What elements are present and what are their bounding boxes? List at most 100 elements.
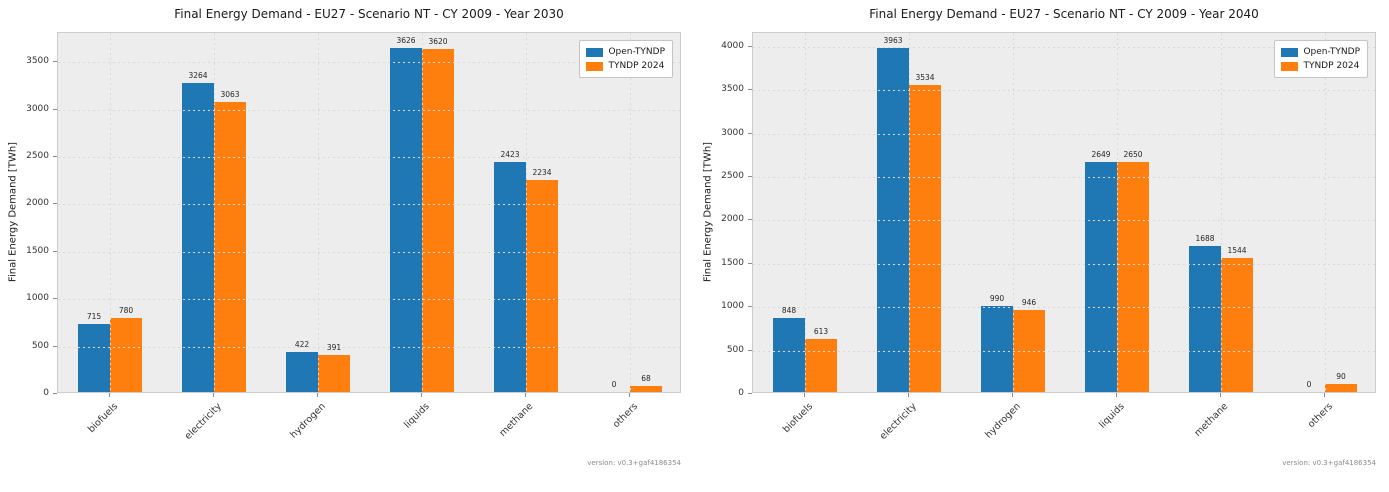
h-gridline — [58, 346, 680, 348]
x-tick-label: electricity — [877, 401, 919, 443]
legend-entry: TYNDP 2024 — [586, 59, 665, 73]
x-tick-label: methane — [1192, 401, 1231, 439]
bar-electricity-open-tyndp — [877, 48, 909, 392]
x-tick-label: hydrogen — [288, 401, 328, 441]
bar-value-label: 780 — [118, 306, 134, 316]
bar-value-label: 1544 — [1227, 246, 1247, 256]
y-tick-label: 2000 — [721, 214, 744, 225]
legend-swatch-icon — [1281, 47, 1299, 57]
y-tick-mark — [748, 176, 752, 178]
x-tick-mark — [1220, 393, 1221, 397]
bar-value-label: 391 — [326, 342, 342, 352]
bar-value-label: 2234 — [532, 168, 552, 178]
x-tick-label: others — [610, 401, 640, 431]
y-tick-mark — [748, 219, 752, 221]
v-gridline — [1325, 33, 1326, 392]
version-label: version: v0.3+gaf4186354 — [587, 459, 681, 467]
bar-value-label: 90 — [1336, 372, 1346, 382]
legend-swatch-icon — [1281, 61, 1299, 71]
x-tick-label: biofuels — [780, 401, 815, 436]
bar-value-label: 715 — [86, 312, 102, 322]
y-tick-mark — [53, 345, 57, 347]
bar-value-label: 422 — [294, 339, 310, 349]
y-tick-label: 3500 — [721, 84, 744, 95]
bar-electricity-tyndp-2024 — [909, 85, 941, 392]
y-tick-label: 2500 — [26, 150, 49, 161]
y-axis-label: Final Energy Demand [TWh] — [7, 141, 19, 283]
bar-hydrogen-open-tyndp — [286, 351, 318, 392]
bar-electricity-tyndp-2024 — [214, 101, 246, 392]
bar-methane-open-tyndp — [1189, 245, 1221, 392]
y-tick-label: 4000 — [721, 40, 744, 51]
bar-hydrogen-tyndp-2024 — [1013, 309, 1045, 392]
y-tick-label: 3000 — [721, 127, 744, 138]
y-tick-mark — [748, 262, 752, 264]
y-tick-mark — [53, 203, 57, 205]
y-tick-label: 1500 — [721, 257, 744, 268]
x-tick-label: others — [1305, 401, 1335, 431]
bar-value-label: 3063 — [220, 89, 240, 99]
x-tick-label: biofuels — [85, 401, 120, 436]
bar-hydrogen-open-tyndp — [981, 306, 1013, 392]
y-tick-mark — [748, 393, 752, 394]
y-tick-label: 1500 — [26, 245, 49, 256]
legend-entry: Open-TYNDP — [1281, 45, 1360, 59]
h-gridline — [753, 263, 1375, 265]
y-tick-label: 2500 — [721, 171, 744, 182]
y-tick-mark — [53, 108, 57, 110]
bar-value-label: 3626 — [396, 36, 416, 46]
figure-year-2040: Final Energy Demand - EU27 - Scenario NT… — [695, 0, 1389, 492]
bar-value-label: 3534 — [915, 73, 935, 83]
x-tick-mark — [525, 393, 526, 397]
legend-label: TYNDP 2024 — [1303, 61, 1360, 71]
y-tick-mark — [748, 89, 752, 91]
x-tick-mark — [213, 393, 214, 397]
chart-title-2030: Final Energy Demand - EU27 - Scenario NT… — [174, 7, 564, 21]
legend: Open-TYNDP TYNDP 2024 — [1274, 40, 1368, 78]
bar-biofuels-open-tyndp — [78, 324, 110, 392]
bar-value-label: 0 — [611, 380, 617, 389]
y-tick-mark — [53, 393, 57, 394]
y-tick-label: 3500 — [26, 56, 49, 67]
h-gridline — [753, 177, 1375, 179]
x-tick-mark — [317, 393, 318, 397]
bar-value-label: 3963 — [883, 36, 903, 46]
bar-value-label: 2650 — [1123, 150, 1143, 160]
h-gridline — [58, 156, 680, 158]
bar-biofuels-open-tyndp — [773, 318, 805, 392]
y-tick-mark — [748, 349, 752, 351]
legend-swatch-icon — [586, 47, 604, 57]
h-gridline — [58, 109, 680, 111]
bar-biofuels-tyndp-2024 — [110, 318, 142, 392]
bar-value-label: 2423 — [500, 150, 520, 160]
figure-year-2030: Final Energy Demand - EU27 - Scenario NT… — [0, 0, 694, 492]
y-tick-label: 500 — [726, 344, 744, 355]
legend: Open-TYNDP TYNDP 2024 — [579, 40, 673, 78]
bar-value-label: 3264 — [188, 70, 208, 80]
x-tick-label: liquids — [1097, 401, 1127, 431]
x-tick-mark — [1012, 393, 1013, 397]
v-gridline — [630, 33, 631, 392]
legend-entry: Open-TYNDP — [586, 45, 665, 59]
y-tick-label: 0 — [738, 388, 744, 398]
y-tick-mark — [748, 45, 752, 47]
h-gridline — [58, 251, 680, 253]
y-tick-mark — [53, 155, 57, 157]
plot-area-2040: 848 613 3963 3534 990 946 2649 2650 1688 1544 0 90 O… — [752, 32, 1376, 393]
bar-value-label: 1688 — [1195, 233, 1215, 243]
x-tick-mark — [1324, 393, 1325, 397]
x-tick-mark — [804, 393, 805, 397]
bar-others-tyndp-2024 — [630, 385, 662, 392]
bar-value-label: 946 — [1021, 297, 1037, 307]
bar-value-label: 613 — [813, 326, 829, 336]
bar-liquids-tyndp-2024 — [1117, 162, 1149, 392]
bar-liquids-open-tyndp — [390, 48, 422, 392]
bar-methane-tyndp-2024 — [1221, 258, 1253, 392]
y-tick-mark — [748, 306, 752, 308]
y-tick-mark — [748, 132, 752, 134]
legend-entry: TYNDP 2024 — [1281, 59, 1360, 73]
x-tick-mark — [421, 393, 422, 397]
y-tick-label: 0 — [43, 388, 49, 398]
bar-methane-tyndp-2024 — [526, 180, 558, 392]
